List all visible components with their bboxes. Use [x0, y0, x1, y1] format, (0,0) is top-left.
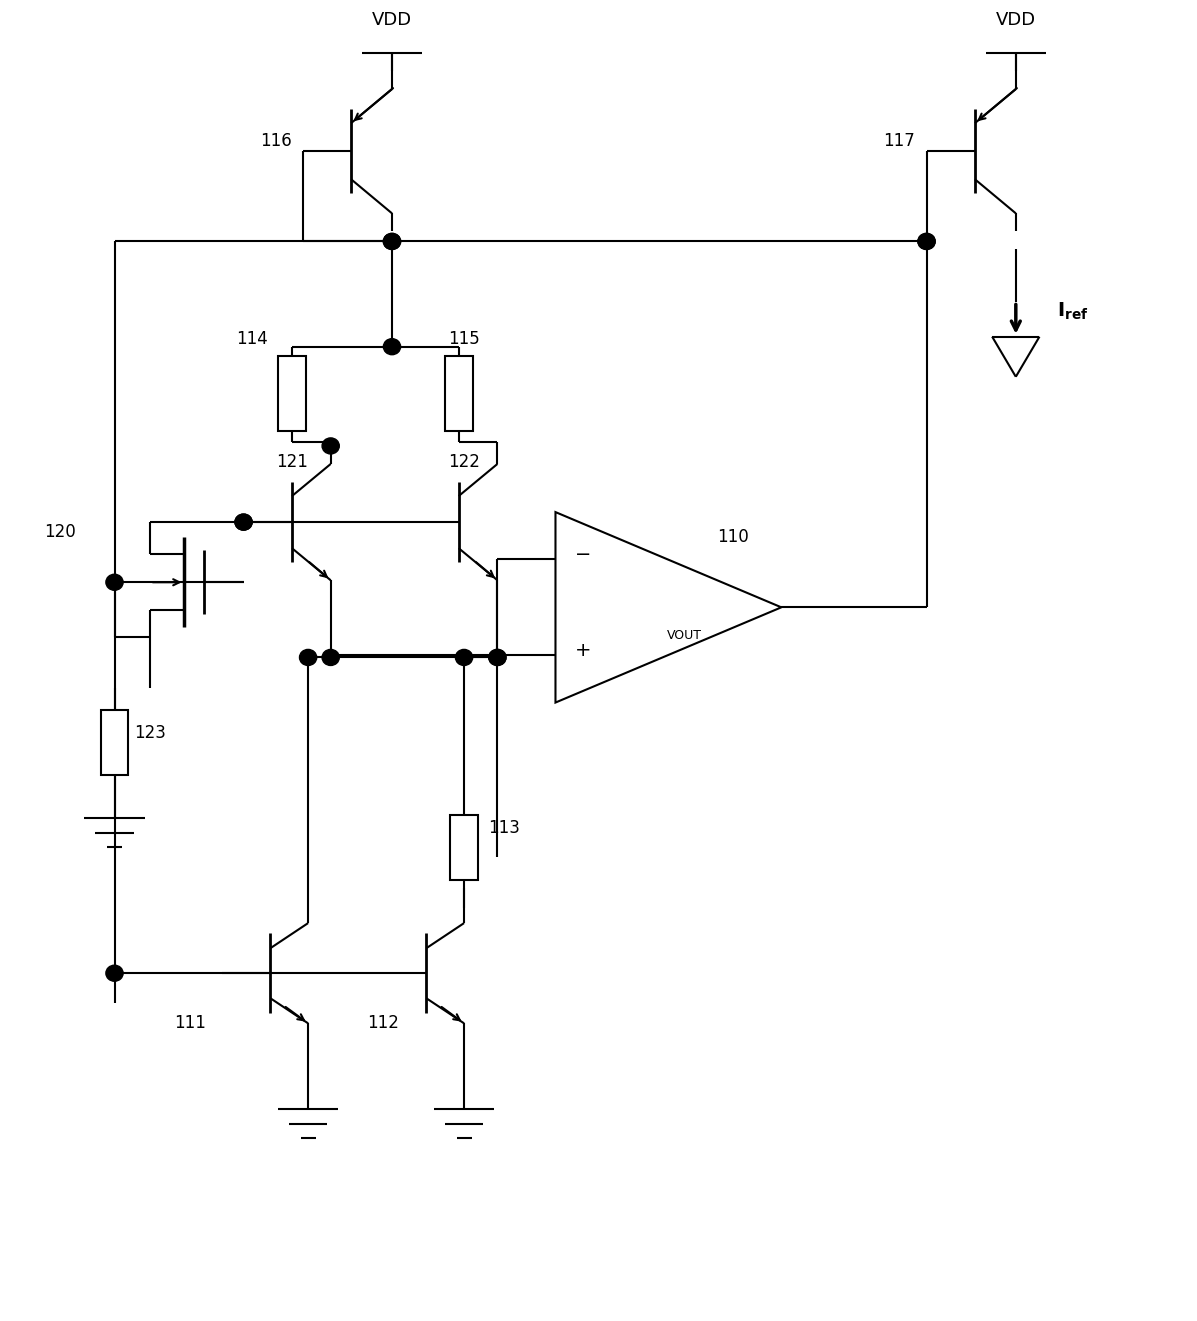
- Circle shape: [918, 234, 935, 250]
- Circle shape: [235, 514, 253, 530]
- Text: VDD: VDD: [996, 11, 1035, 29]
- Circle shape: [322, 437, 339, 454]
- Text: VDD: VDD: [372, 11, 412, 29]
- Text: −: −: [575, 544, 591, 564]
- Circle shape: [383, 234, 401, 250]
- Text: +: +: [575, 641, 591, 660]
- Bar: [445, 357, 473, 432]
- Text: 117: 117: [883, 132, 916, 151]
- Text: $\mathbf{I_{ref}}$: $\mathbf{I_{ref}}$: [1057, 301, 1088, 322]
- Circle shape: [383, 234, 401, 250]
- Circle shape: [105, 966, 123, 982]
- Text: VOUT: VOUT: [667, 629, 703, 642]
- Text: 112: 112: [367, 1015, 399, 1032]
- Text: 116: 116: [260, 132, 291, 151]
- Text: 120: 120: [44, 523, 77, 542]
- Text: 111: 111: [174, 1015, 206, 1032]
- Circle shape: [235, 514, 253, 530]
- Circle shape: [455, 650, 473, 666]
- Text: 121: 121: [275, 453, 308, 472]
- Bar: [450, 815, 478, 881]
- Circle shape: [322, 650, 339, 666]
- Circle shape: [488, 650, 506, 666]
- Text: 122: 122: [448, 453, 480, 472]
- Circle shape: [383, 338, 401, 355]
- Circle shape: [488, 650, 506, 666]
- Text: 123: 123: [134, 724, 165, 741]
- Text: 110: 110: [717, 528, 748, 546]
- Circle shape: [105, 575, 123, 590]
- Text: 113: 113: [487, 819, 519, 838]
- Circle shape: [918, 234, 935, 250]
- Circle shape: [299, 650, 317, 666]
- Bar: [101, 711, 128, 775]
- Text: 114: 114: [236, 330, 268, 347]
- Bar: [278, 357, 306, 432]
- Text: 115: 115: [448, 330, 480, 347]
